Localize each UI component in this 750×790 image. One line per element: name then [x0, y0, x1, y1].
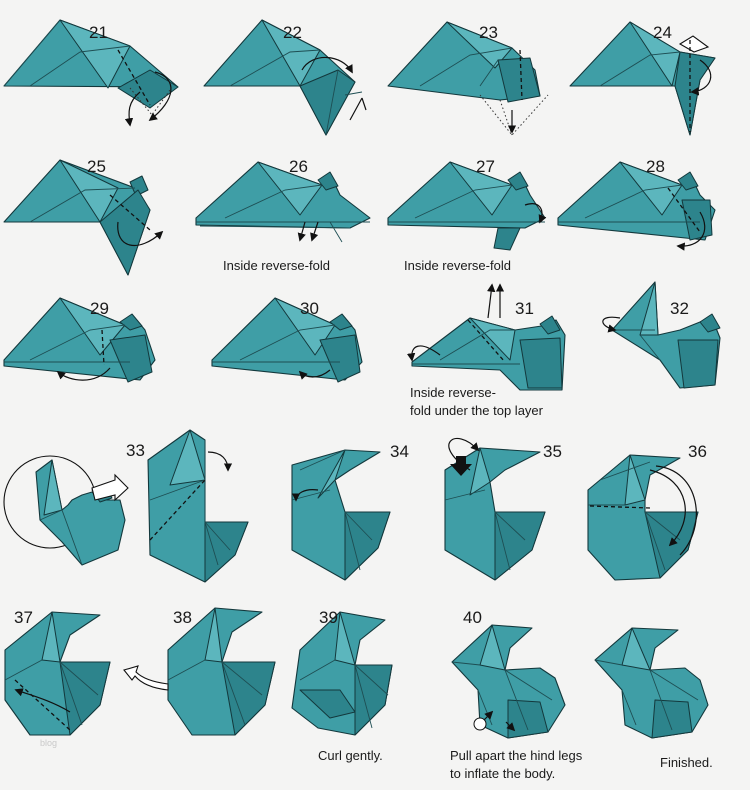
step-finished: Finished.	[594, 627, 713, 770]
step-number: 31	[515, 299, 534, 318]
step-caption: Inside reverse-fold	[404, 258, 511, 273]
step-number: 28	[646, 157, 665, 176]
step-number: 36	[688, 442, 707, 461]
step-caption-line-2: fold under the top layer	[410, 403, 544, 418]
step-number: 40	[463, 608, 482, 627]
step-number: 22	[283, 23, 302, 42]
step-40: 40 Pull apart the hind legs to inflate t…	[450, 608, 583, 781]
step-number: 39	[319, 608, 338, 627]
step-36: 36	[587, 442, 707, 581]
step-number: 32	[670, 299, 689, 318]
step-caption-line-2: to inflate the body.	[450, 766, 555, 781]
step-number: 24	[653, 23, 672, 42]
step-22: 22	[203, 19, 367, 136]
step-number: 35	[543, 442, 562, 461]
step-26: 26 Inside reverse-fold	[195, 157, 371, 273]
step-34: 34	[291, 442, 409, 581]
step-30: 30	[211, 297, 363, 383]
step-25: 25	[3, 157, 164, 276]
watermark: blog	[40, 738, 57, 748]
step-31: 31 Inside reverse- fold under the top la…	[406, 283, 566, 418]
step-number: 29	[90, 299, 109, 318]
step-number: 33	[126, 441, 145, 460]
step-caption-line-1: Pull apart the hind legs	[450, 748, 583, 763]
step-number: 21	[89, 23, 108, 42]
step-32: 32	[602, 281, 721, 389]
step-caption-line-1: Inside reverse-	[410, 385, 496, 400]
step-37: 37 blog	[4, 608, 111, 748]
step-number: 38	[173, 608, 192, 627]
step-caption: Curl gently.	[318, 748, 383, 763]
step-39: 39 Curl gently.	[291, 608, 393, 763]
step-number: 30	[300, 299, 319, 318]
step-38: 38	[123, 607, 276, 736]
finished-caption: Finished.	[660, 755, 713, 770]
step-35: 35	[444, 438, 562, 581]
step-caption: Inside reverse-fold	[223, 258, 330, 273]
step-27: 27 Inside reverse-fold	[387, 157, 547, 273]
step-number: 26	[289, 157, 308, 176]
step-number: 37	[14, 608, 33, 627]
step-29: 29	[3, 297, 156, 383]
step-number: 27	[476, 157, 495, 176]
step-28: 28	[557, 157, 716, 251]
step-number: 23	[479, 23, 498, 42]
step-number: 25	[87, 157, 106, 176]
step-21: 21	[3, 19, 179, 127]
step-24: 24	[569, 21, 716, 136]
step-33: 33	[3, 429, 249, 583]
step-number: 34	[390, 442, 409, 461]
step-23: 23	[387, 21, 549, 136]
